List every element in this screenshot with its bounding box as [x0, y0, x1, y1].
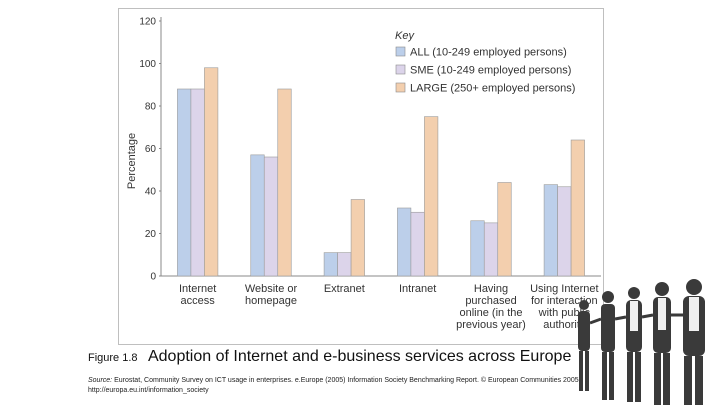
business-people-image [570, 275, 720, 405]
y-axis: 0 20 40 60 80 100 120 [139, 17, 601, 283]
bar-chart: 0 20 40 60 80 100 120 Percentage Internet acces… [126, 17, 601, 331]
bar [337, 252, 352, 277]
bar [543, 184, 558, 277]
bar [557, 186, 572, 277]
y-tick-label: 80 [145, 102, 157, 113]
x-category-label: Extranet [324, 283, 365, 295]
x-axis-categories: Internet access Website or homepage Extranet… [179, 283, 599, 331]
bars [177, 67, 585, 277]
figure-title: Adoption of Internet and e-business serv… [147, 348, 572, 365]
y-tick-label: 120 [139, 17, 156, 28]
bar [410, 211, 425, 277]
x-category-label: Intranet [399, 283, 436, 295]
y-tick-label: 20 [145, 229, 157, 240]
x-category-label: Internet access [179, 283, 216, 307]
bar [250, 154, 265, 277]
y-tick-label: 0 [150, 272, 156, 283]
x-category-label: Website or homepage [245, 283, 298, 307]
y-tick-label: 60 [145, 144, 157, 155]
figure-caption: Figure 1.8 Adoption of Internet and e-bu… [88, 348, 648, 370]
source-url: http://europa.eu.int/information_society [88, 387, 209, 394]
bar [190, 88, 205, 277]
legend-entry: SME (10-249 employed persons) [410, 65, 571, 77]
legend-swatch [395, 46, 406, 57]
x-category-label: Having purchased online (in the previous ye… [456, 283, 526, 331]
bar [204, 67, 219, 277]
bar [350, 199, 365, 277]
y-tick-label: 100 [139, 59, 156, 70]
bar [470, 220, 485, 277]
figure-number: Figure 1.8 [88, 352, 138, 364]
legend-title: Key [395, 30, 415, 42]
figure-source: Source: Eurostat, Community Survey on IC… [88, 376, 678, 396]
x-category-label: Using Internet for interaction with public… [530, 283, 598, 331]
legend-entry: LARGE (250+ employed persons) [410, 83, 575, 95]
legend-swatch [395, 82, 406, 93]
bar [277, 88, 292, 277]
bar [177, 88, 192, 277]
bar [483, 222, 499, 277]
legend: Key ALL (10-249 employed persons) SME (10… [395, 30, 575, 95]
source-text: Eurostat, Community Survey on ICT usage … [114, 377, 581, 384]
legend-entry: ALL (10-249 employed persons) [410, 47, 567, 59]
chart-panel: 0 20 40 60 80 100 120 Percentage Internet acces… [118, 8, 604, 345]
bar [570, 139, 585, 277]
source-label: Source: [88, 377, 113, 384]
y-tick-label: 40 [145, 187, 157, 198]
bar [424, 116, 439, 277]
bar [323, 252, 338, 277]
bar [497, 182, 512, 277]
bar [263, 156, 279, 277]
bar [397, 207, 412, 277]
y-axis-label: Percentage [126, 133, 138, 189]
legend-swatch [395, 64, 406, 75]
